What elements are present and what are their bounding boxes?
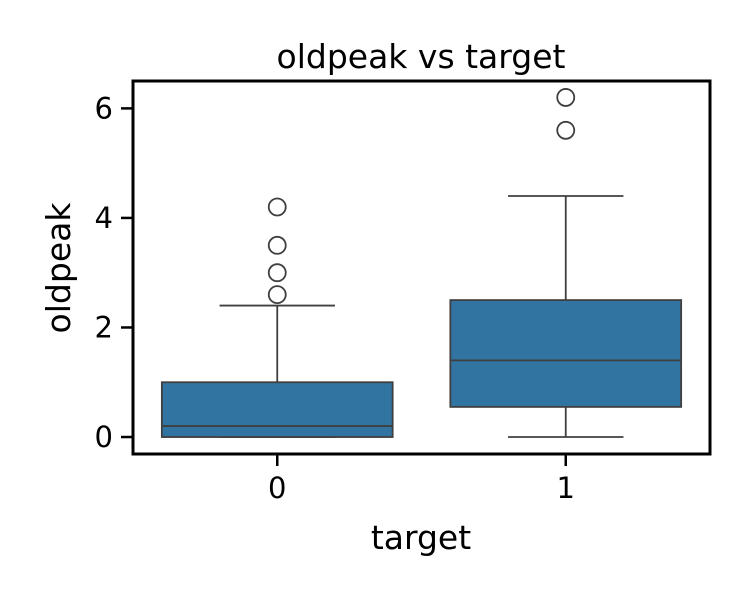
y-tick-label: 0 (95, 420, 113, 454)
plot-area (160, 88, 683, 438)
outlier-point (267, 285, 287, 305)
x-axis-label: target (371, 518, 471, 557)
outlier-point (556, 120, 576, 140)
outlier-point (267, 197, 287, 217)
box-group-1 (449, 88, 683, 438)
outlier-point (267, 235, 287, 255)
y-axis-label: oldpeak (39, 202, 78, 334)
outlier-point (267, 263, 287, 283)
y-tick-label: 2 (95, 310, 113, 344)
x-tick-label: 0 (268, 471, 286, 505)
y-tick-label: 6 (95, 91, 113, 125)
box-iqr (160, 381, 394, 438)
outlier-point (556, 88, 576, 107)
box-iqr (449, 299, 683, 408)
plot-frame (131, 79, 712, 456)
y-tick-label: 4 (95, 201, 113, 235)
y-axis: 0 2 4 6 (95, 91, 133, 454)
box-group-0 (160, 197, 394, 438)
x-tick-label: 1 (557, 471, 575, 505)
chart-title: oldpeak vs target (277, 37, 566, 76)
